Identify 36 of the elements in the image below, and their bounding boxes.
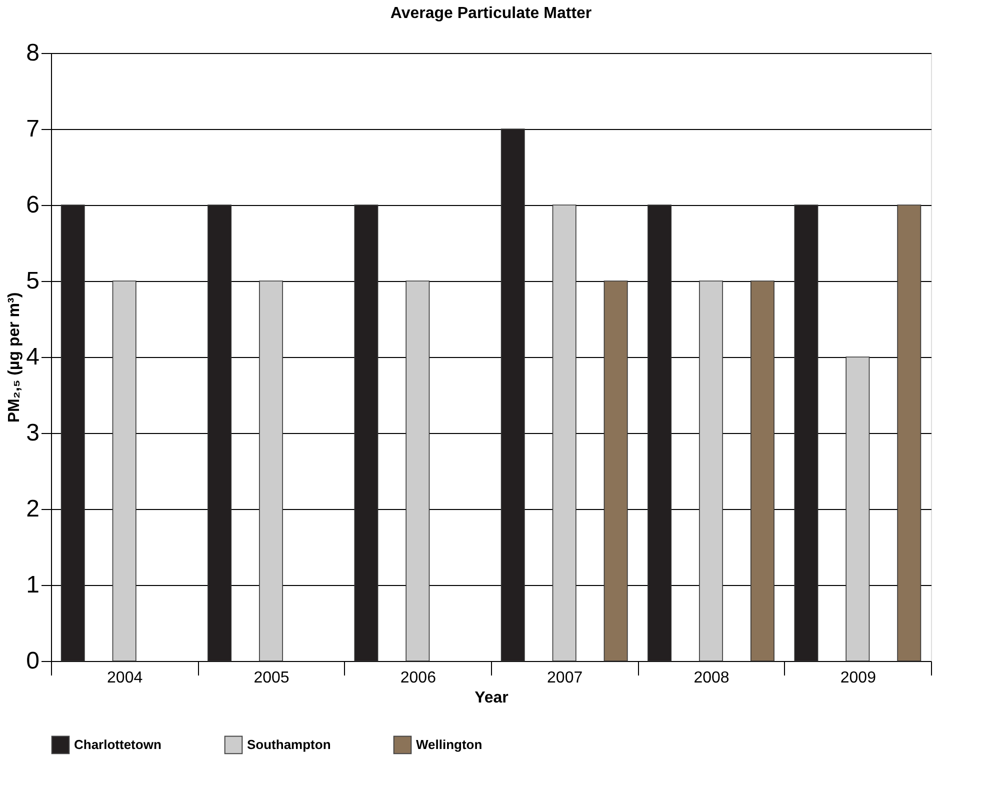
bar xyxy=(648,204,672,662)
legend-label: Wellington xyxy=(416,736,482,752)
bar xyxy=(604,280,628,662)
bar xyxy=(699,280,723,662)
x-tick-label: 2006 xyxy=(400,670,436,686)
y-tick-label: 5 xyxy=(26,268,40,294)
legend-label: Charlottetown xyxy=(74,736,162,752)
y-tick-label: 7 xyxy=(26,116,40,142)
bar xyxy=(60,204,85,662)
chart-title: Average Particulate Matter xyxy=(390,5,592,22)
bar xyxy=(208,204,232,662)
bar xyxy=(500,128,525,662)
y-tick-label: 6 xyxy=(26,192,40,218)
y-axis-title: PM₂,₅ (µg per m³) xyxy=(6,292,24,423)
bar xyxy=(112,280,136,662)
bar xyxy=(846,356,870,662)
y-tick-label: 0 xyxy=(26,648,40,674)
bar xyxy=(406,280,430,662)
x-tick-label: 2004 xyxy=(107,670,143,686)
x-tick-label: 2007 xyxy=(547,670,583,686)
bar xyxy=(897,204,922,662)
x-axis-title: Year xyxy=(474,690,508,706)
x-tick-label: 2005 xyxy=(254,670,290,686)
bar xyxy=(750,280,774,662)
bar xyxy=(794,204,818,662)
x-tick-label: 2009 xyxy=(840,670,876,686)
bar xyxy=(259,280,283,662)
legend-label: Southampton xyxy=(247,736,331,752)
y-tick-label: 2 xyxy=(26,496,40,522)
y-tick-label: 4 xyxy=(26,344,40,370)
y-tick-label: 3 xyxy=(26,420,40,446)
x-tick-label: 2008 xyxy=(694,670,730,686)
y-tick-label: 8 xyxy=(26,40,40,66)
bar xyxy=(552,204,576,662)
y-tick-label: 1 xyxy=(26,572,40,598)
bar xyxy=(354,204,378,662)
